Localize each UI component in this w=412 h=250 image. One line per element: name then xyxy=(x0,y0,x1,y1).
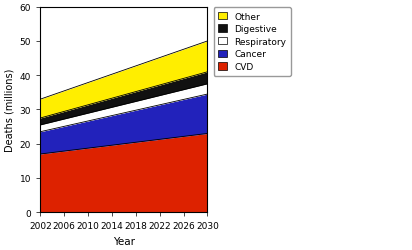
Legend: Other, Digestive, Respiratory, Cancer, CVD: Other, Digestive, Respiratory, Cancer, C… xyxy=(214,8,291,76)
X-axis label: Year: Year xyxy=(113,236,135,246)
Y-axis label: Deaths (millions): Deaths (millions) xyxy=(4,68,14,152)
